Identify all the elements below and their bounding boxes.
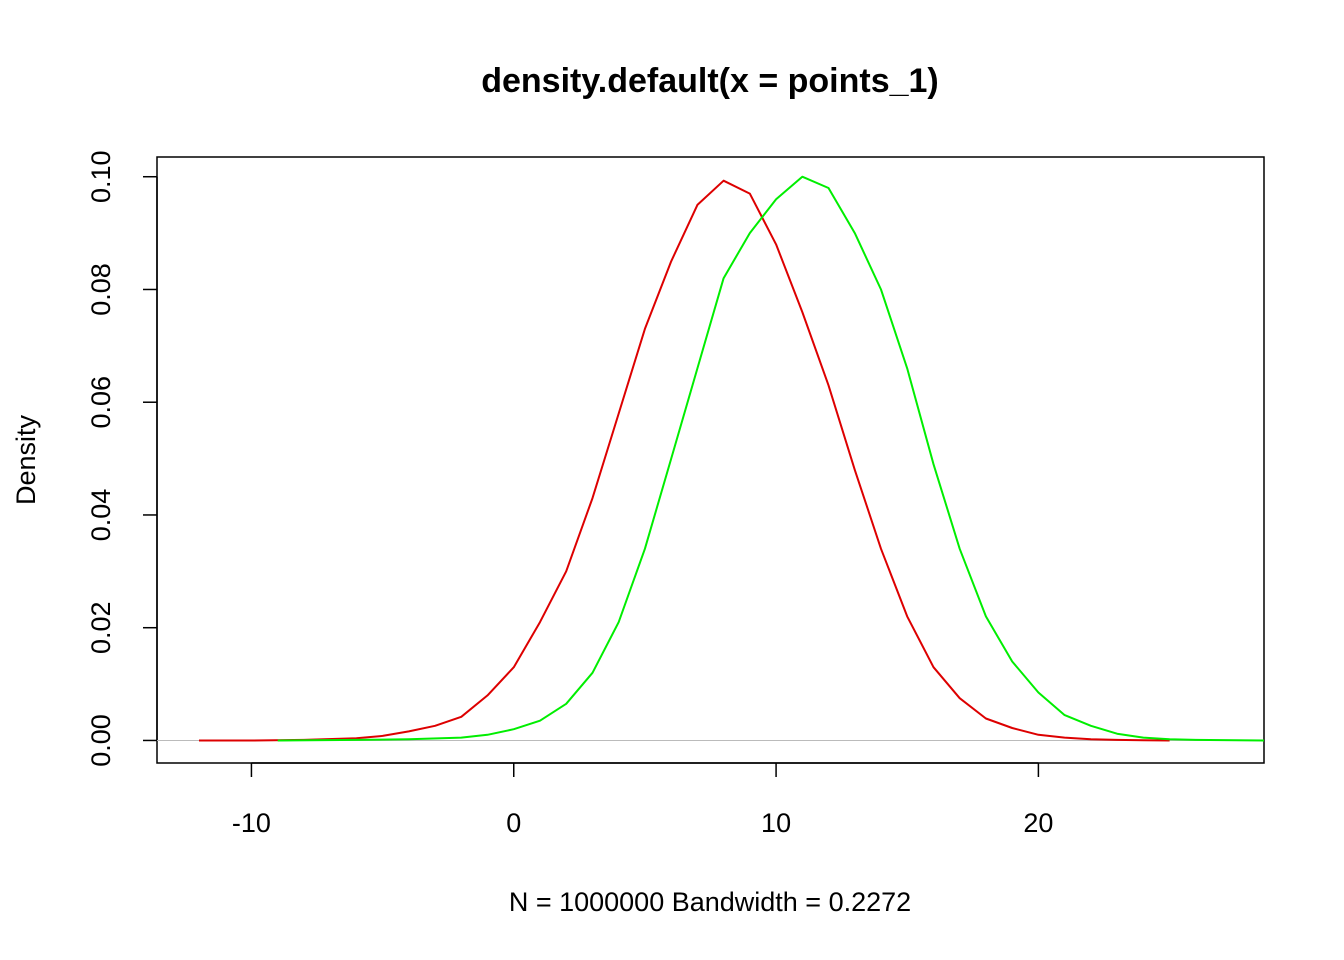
x-axis: -10 0 10 20: [232, 762, 1053, 838]
density-line-2: [277, 175, 1265, 742]
x-tick-label: -10: [232, 808, 271, 838]
chart-title: density.default(x = points_1): [481, 62, 939, 100]
x-tick-label: 0: [506, 808, 521, 838]
y-axis: 0.00 0.02 0.04 0.06 0.08 0.10: [86, 150, 158, 767]
x-axis-label: N = 1000000 Bandwidth = 0.2272: [509, 887, 911, 917]
x-tick-label: 20: [1023, 808, 1053, 838]
y-tick-label: 0.10: [86, 150, 116, 203]
y-tick-label: 0.04: [86, 489, 116, 542]
y-axis-label: Density: [11, 414, 41, 505]
y-tick-label: 0.06: [86, 376, 116, 429]
y-tick-label: 0.00: [86, 714, 116, 767]
x-tick-label: 10: [761, 808, 791, 838]
y-tick-label: 0.08: [86, 263, 116, 316]
series-lines: [199, 175, 1265, 742]
y-tick-label: 0.02: [86, 601, 116, 654]
plot-frame: [156, 156, 1265, 764]
density-line-1: [199, 179, 1170, 742]
